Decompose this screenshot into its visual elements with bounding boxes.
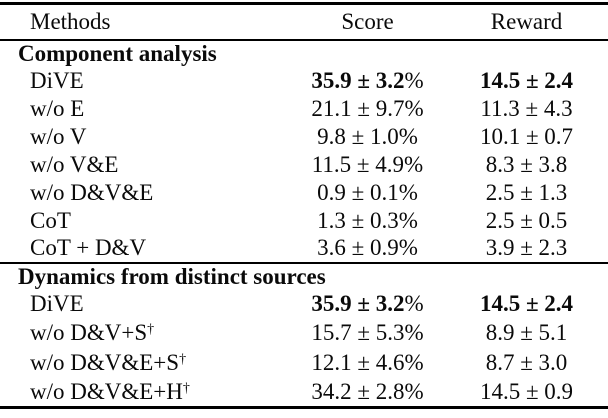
score-unit: % (398, 123, 418, 149)
method-label: CoT (30, 207, 71, 233)
score-unit: % (404, 290, 424, 316)
method-label: w/o D&V&E+H (30, 378, 183, 404)
reward-value: 2.5 ± 1.3 (485, 179, 568, 205)
table-row: CoT + D&V 3.6 ± 0.9% 3.9 ± 2.3 (0, 235, 608, 263)
table-row: w/o D&V&E+H† 34.2 ± 2.8% 14.5 ± 0.9 (0, 378, 608, 408)
dagger-mark: † (182, 380, 190, 396)
table-row: w/o D&V&E 0.9 ± 0.1% 2.5 ± 1.3 (0, 179, 608, 207)
score-value: 1.3 ± 0.3 (317, 207, 399, 233)
reward-value: 14.5 ± 2.4 (479, 290, 574, 316)
score-value: 21.1 ± 9.7 (311, 95, 405, 121)
score-unit: % (398, 179, 418, 205)
score-unit: % (404, 319, 424, 345)
method-label: w/o D&V&E (30, 179, 154, 205)
results-table: Methods Score Reward Component analysis … (0, 2, 608, 409)
table-row: DiVE 35.9 ± 3.2% 14.5 ± 2.4 (0, 290, 608, 318)
section-title: Component analysis (18, 40, 217, 66)
section-title: Dynamics from distinct sources (18, 263, 326, 289)
section-header-row: Component analysis (0, 40, 608, 67)
table-row: w/o V&E 11.5 ± 4.9% 8.3 ± 3.8 (0, 151, 608, 179)
method-label: DiVE (30, 67, 84, 93)
score-value: 9.8 ± 1.0 (317, 123, 399, 149)
score-unit: % (398, 207, 418, 233)
score-unit: % (398, 235, 418, 260)
reward-value: 3.9 ± 2.3 (485, 235, 568, 260)
table-row: w/o E 21.1 ± 9.7% 11.3 ± 4.3 (0, 95, 608, 123)
table-row: CoT 1.3 ± 0.3% 2.5 ± 0.5 (0, 207, 608, 235)
score-unit: % (404, 67, 424, 93)
reward-value: 8.7 ± 3.0 (485, 349, 568, 375)
table-row: w/o V 9.8 ± 1.0% 10.1 ± 0.7 (0, 123, 608, 151)
score-unit: % (404, 378, 424, 404)
method-label: CoT + D&V (30, 235, 147, 260)
dagger-mark: † (147, 321, 155, 337)
table-row: w/o D&V+S† 15.7 ± 5.3% 8.9 ± 5.1 (0, 318, 608, 348)
score-value: 12.1 ± 4.6 (311, 349, 405, 375)
reward-value: 14.5 ± 0.9 (479, 378, 574, 404)
score-unit: % (404, 95, 424, 121)
score-unit: % (404, 151, 424, 177)
method-label: w/o D&V&E+S (30, 349, 180, 375)
reward-value: 14.5 ± 2.4 (479, 67, 574, 93)
score-unit: % (404, 349, 424, 375)
column-header-reward: Reward (490, 8, 563, 34)
table-row: w/o D&V&E+S† 12.1 ± 4.6% 8.7 ± 3.0 (0, 348, 608, 378)
header-row: Methods Score Reward (0, 4, 608, 40)
method-label: w/o E (30, 95, 85, 121)
reward-value: 2.5 ± 0.5 (485, 207, 568, 233)
reward-value: 11.3 ± 4.3 (480, 95, 573, 121)
score-value: 15.7 ± 5.3 (311, 319, 405, 345)
score-value: 0.9 ± 0.1 (317, 179, 399, 205)
method-label: w/o V (30, 123, 87, 149)
score-value: 35.9 ± 3.2 (311, 290, 405, 316)
reward-value: 8.9 ± 5.1 (485, 319, 568, 345)
column-header-methods: Methods (30, 8, 111, 34)
score-value: 11.5 ± 4.9 (311, 151, 405, 177)
method-label: DiVE (30, 290, 84, 316)
section-header-row: Dynamics from distinct sources (0, 262, 608, 290)
reward-value: 10.1 ± 0.7 (479, 123, 574, 149)
score-value: 35.9 ± 3.2 (311, 67, 405, 93)
method-label: w/o D&V+S (30, 319, 148, 345)
score-value: 3.6 ± 0.9 (317, 235, 399, 260)
score-value: 34.2 ± 2.8 (311, 378, 405, 404)
dagger-mark: † (179, 351, 187, 367)
table-row: DiVE 35.9 ± 3.2% 14.5 ± 2.4 (0, 67, 608, 95)
table-header: Methods Score Reward (0, 4, 608, 40)
method-label: w/o V&E (30, 151, 119, 177)
column-header-score: Score (341, 8, 394, 34)
reward-value: 8.3 ± 3.8 (485, 151, 568, 177)
